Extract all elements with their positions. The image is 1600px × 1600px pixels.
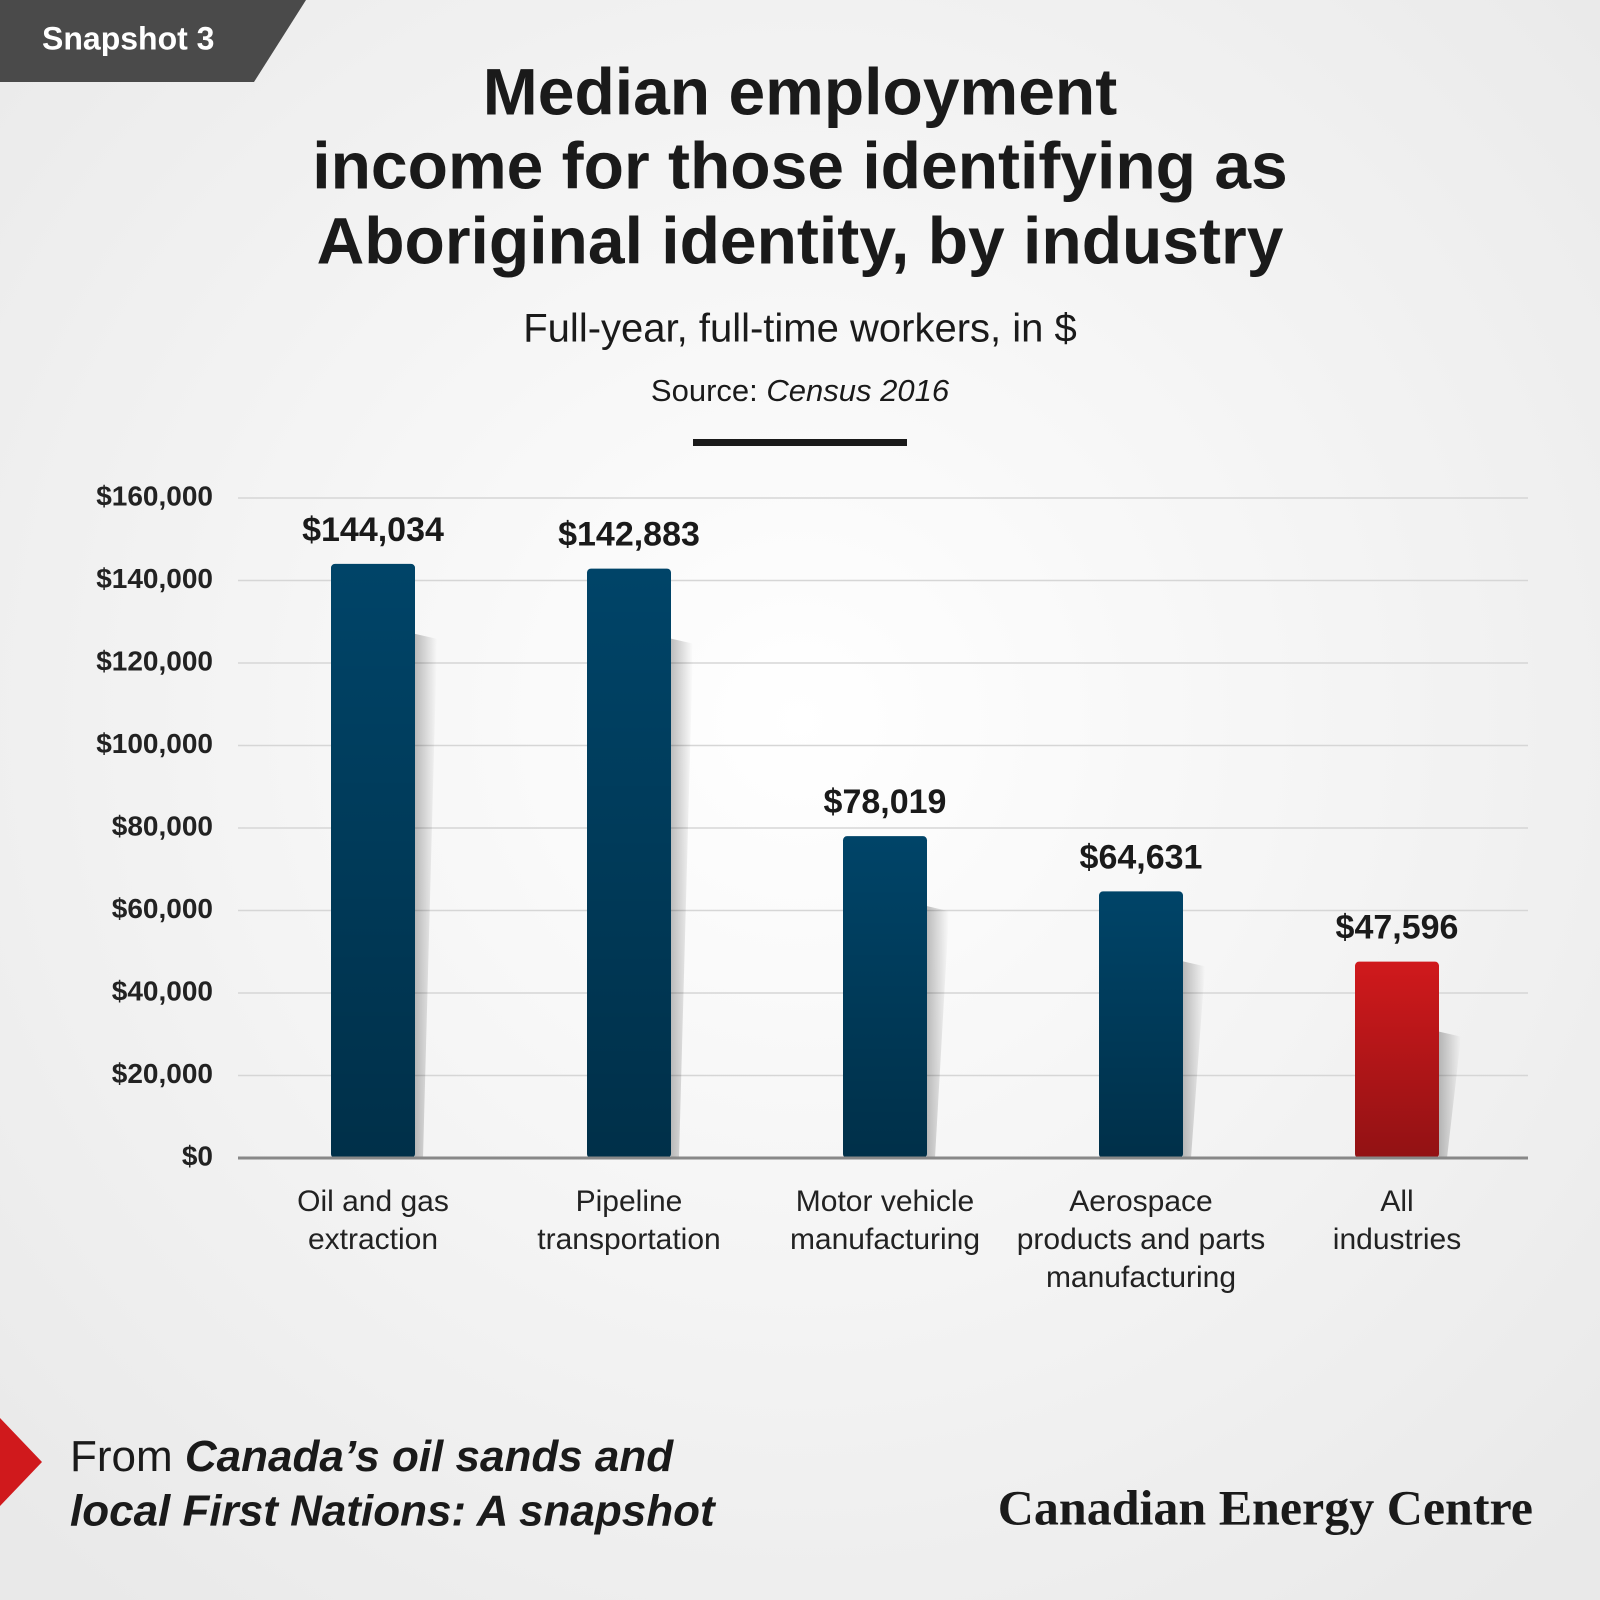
x-tick-label: Pipeline	[576, 1185, 683, 1218]
chart-title: Aboriginal identity, by industry	[317, 203, 1284, 277]
logo: Canadian Energy Centre	[998, 1479, 1533, 1535]
bar-shade	[843, 836, 927, 1158]
badge-text: Snapshot 3	[42, 20, 214, 56]
subtitle: Full-year, full-time workers, in $	[523, 307, 1076, 351]
chart-title: Median employment	[483, 54, 1117, 128]
x-tick-label: All	[1380, 1185, 1413, 1218]
x-tick-label: manufacturing	[790, 1223, 980, 1256]
bar-shade	[1355, 961, 1439, 1158]
bar-shade	[1099, 891, 1183, 1158]
value-label: $78,019	[824, 783, 947, 821]
value-label: $144,034	[302, 511, 444, 549]
source-label: Source:	[651, 373, 758, 408]
x-tick-label: industries	[1333, 1223, 1461, 1256]
bar-shade	[587, 568, 671, 1158]
bar-shadow	[927, 906, 949, 1158]
x-tick-label: Motor vehicle	[796, 1185, 974, 1218]
y-tick-label: $100,000	[96, 728, 213, 759]
y-tick-label: $60,000	[112, 893, 213, 924]
footer-title: Canada’s oil sands and	[185, 1432, 674, 1481]
chart-title: income for those identifying as	[312, 128, 1287, 202]
y-tick-label: $80,000	[112, 810, 213, 841]
source-name: Census 2016	[766, 373, 949, 408]
bar-shadow	[1439, 1031, 1461, 1158]
footer-arrow	[0, 1418, 42, 1506]
y-tick-label: $0	[182, 1140, 213, 1171]
x-tick-label: Aerospace	[1069, 1185, 1212, 1218]
x-tick-label: Oil and gas	[297, 1185, 449, 1218]
value-label: $142,883	[558, 516, 700, 554]
footer-prefix: From	[70, 1432, 173, 1481]
footer-text: From Canada’s oil sands and	[70, 1432, 674, 1481]
bar-shadow	[1183, 961, 1205, 1158]
value-label: $47,596	[1336, 909, 1459, 947]
footer-title: local First Nations: A snapshot	[70, 1487, 717, 1536]
bar-shadow	[415, 633, 437, 1158]
y-tick-label: $160,000	[96, 480, 213, 511]
bar-shadow	[671, 638, 693, 1158]
y-tick-label: $120,000	[96, 645, 213, 676]
x-tick-label: extraction	[308, 1223, 438, 1256]
y-tick-label: $140,000	[96, 563, 213, 594]
bar-shade	[331, 563, 415, 1158]
badge	[0, 0, 306, 82]
source: Source: Census 2016	[651, 373, 950, 408]
x-tick-label: products and parts	[1017, 1223, 1265, 1256]
x-tick-label: transportation	[537, 1223, 720, 1256]
y-tick-label: $40,000	[112, 975, 213, 1006]
divider	[693, 439, 907, 446]
plot-area: $0 $20,000 $40,000 $60,000 $80,000 $100,000 $1…	[96, 480, 1528, 1294]
y-tick-label: $20,000	[112, 1058, 213, 1089]
value-label: $64,631	[1080, 838, 1203, 876]
x-tick-label: manufacturing	[1046, 1261, 1236, 1294]
